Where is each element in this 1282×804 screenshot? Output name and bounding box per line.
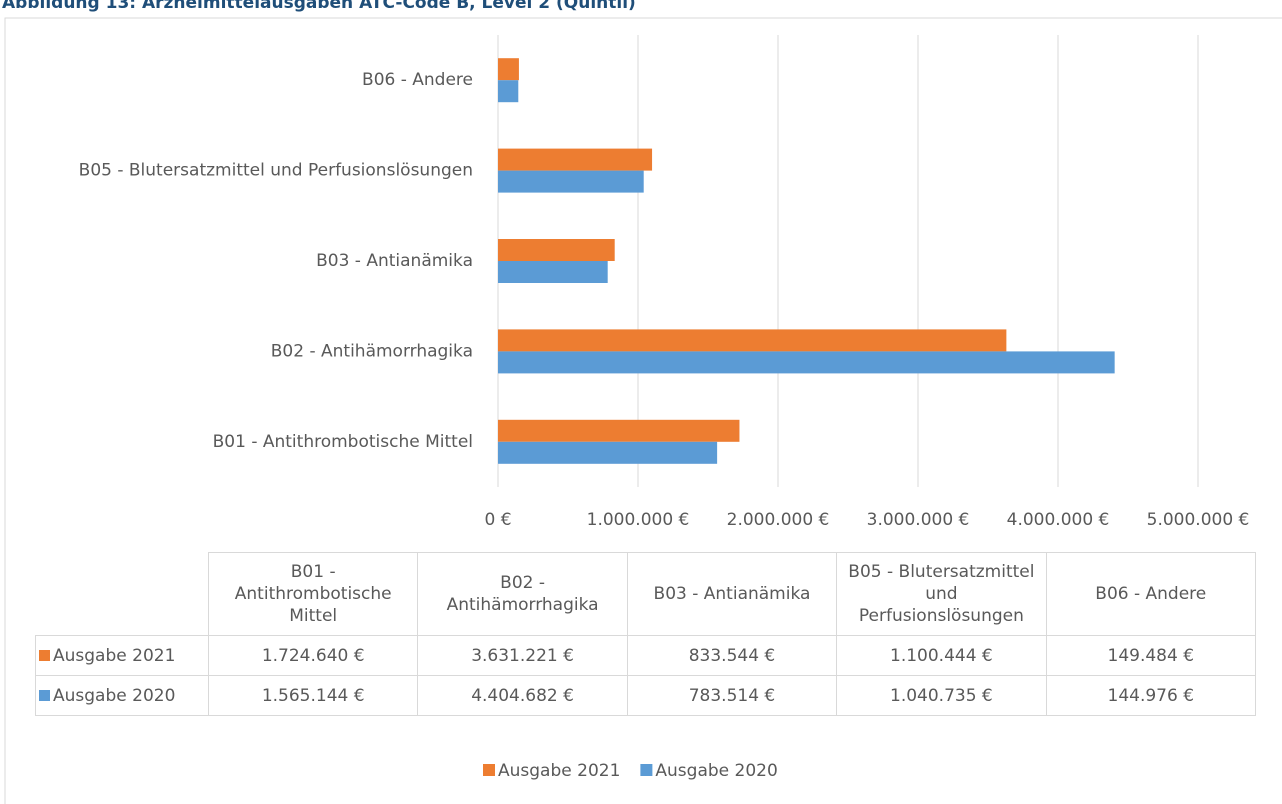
table-value: 3.631.221 € xyxy=(417,635,628,676)
table-header: B01 - Antithrombotische Mittel xyxy=(208,552,419,636)
y-tick-label: B02 - Antihämorrhagika xyxy=(271,341,473,361)
table-value: 144.976 € xyxy=(1045,675,1256,716)
chart-frame xyxy=(4,17,1282,804)
table-value: 1.040.735 € xyxy=(836,675,1047,716)
legend-label: Ausgabe 2020 xyxy=(655,761,777,781)
table-value: 783.514 € xyxy=(626,675,838,716)
x-tick-label: 4.000.000 € xyxy=(1007,510,1110,530)
bar xyxy=(498,58,519,81)
x-tick-label: 0 € xyxy=(484,510,511,530)
y-tick-label: B06 - Andere xyxy=(362,70,473,90)
legend-swatch xyxy=(483,764,495,776)
table-header: B06 - Andere xyxy=(1045,552,1256,636)
x-tick-label: 1.000.000 € xyxy=(587,510,690,530)
x-tick-label: 2.000.000 € xyxy=(727,510,830,530)
y-tick-label: B03 - Antianämika xyxy=(316,251,473,271)
series-name: Ausgabe 2020 xyxy=(53,685,176,706)
bar xyxy=(498,80,519,103)
bar xyxy=(498,329,1007,352)
bar xyxy=(498,170,644,193)
y-tick-label: B01 - Antithrombotische Mittel xyxy=(213,432,473,452)
y-tick-label: B05 - Blutersatzmittel und Perfusionslös… xyxy=(79,161,473,181)
bar xyxy=(498,419,740,442)
table-header: B03 - Antianämika xyxy=(626,552,838,636)
table-value: 1.100.444 € xyxy=(836,635,1047,676)
bar xyxy=(498,261,608,283)
table-header: B02 - Antihämorrhagika xyxy=(417,552,628,636)
table-value: 4.404.682 € xyxy=(417,675,628,716)
x-tick-label: 5.000.000 € xyxy=(1147,510,1250,530)
bar xyxy=(498,441,718,464)
legend-swatch xyxy=(39,690,50,701)
legend-swatch xyxy=(640,764,653,776)
series-name: Ausgabe 2021 xyxy=(53,645,176,666)
legend-swatch xyxy=(39,650,50,661)
chart-title: Abbildung 13: Arzneimittelausgaben ATC-C… xyxy=(2,0,636,13)
table-value: 1.565.144 € xyxy=(208,675,419,716)
legend-label: Ausgabe 2021 xyxy=(498,761,620,781)
x-tick-label: 3.000.000 € xyxy=(867,510,970,530)
table-value: 833.544 € xyxy=(626,635,838,676)
bar xyxy=(498,351,1115,374)
table-series: Ausgabe 2021 xyxy=(35,635,209,676)
bar xyxy=(498,239,615,261)
table-value: 1.724.640 € xyxy=(208,635,419,676)
bar xyxy=(498,148,653,171)
table-value: 149.484 € xyxy=(1045,635,1256,676)
table-header: B05 - Blutersatzmittel und Perfusionslös… xyxy=(836,552,1047,636)
table-series: Ausgabe 2020 xyxy=(35,675,209,716)
